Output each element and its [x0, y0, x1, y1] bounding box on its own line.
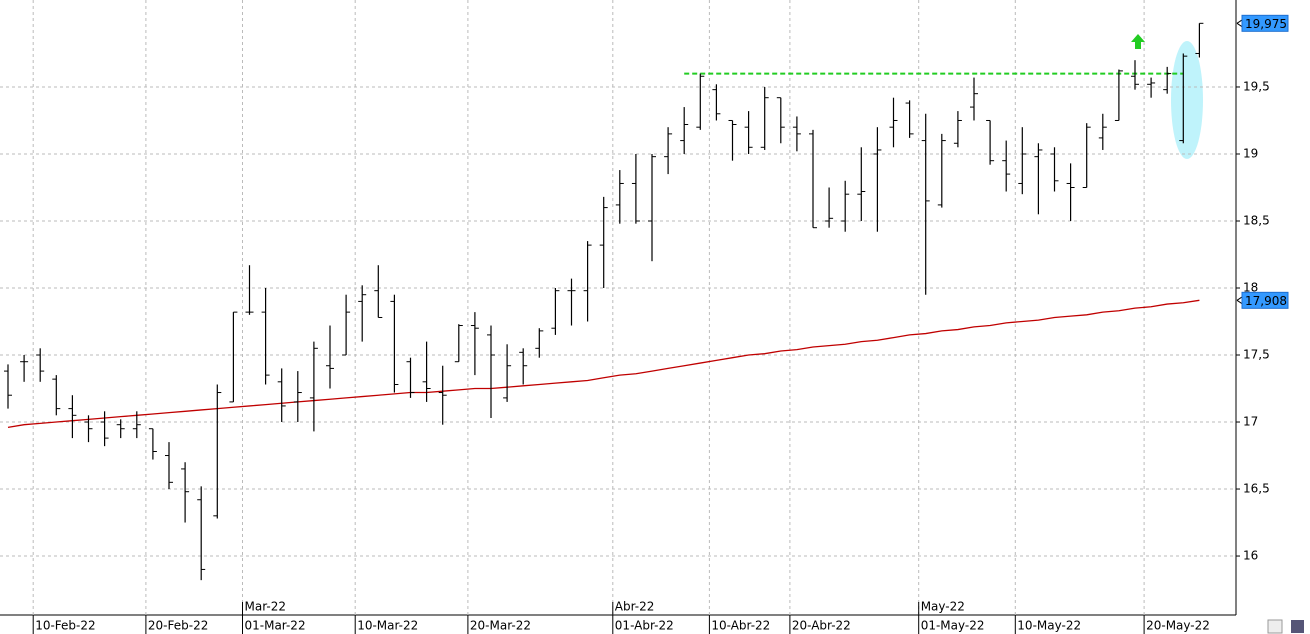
save-icon[interactable]: [1291, 620, 1304, 633]
price-box: [1241, 291, 1289, 309]
moving-average: [7, 299, 1200, 429]
price-label: 17,908: [1245, 294, 1287, 308]
y-tick-label: 18,5: [1243, 213, 1270, 227]
y-tick-label: 19: [1243, 146, 1258, 160]
x-tick-label: 01-May-22: [921, 619, 985, 633]
y-tick-label: 19,5: [1243, 79, 1270, 93]
y-tick-label: 16,5: [1243, 482, 1270, 496]
x-tick-label: 20-Abr-22: [792, 619, 851, 633]
month-label: Abr-22: [615, 600, 655, 614]
x-tick-label: 10-Abr-22: [711, 619, 770, 633]
price-label: 19,975: [1245, 17, 1287, 31]
price-box: [1241, 14, 1289, 32]
y-tick-label: 17: [1243, 415, 1258, 429]
up-arrow: [1131, 34, 1145, 49]
y-tick-label: 16: [1243, 549, 1258, 563]
y-tick-label: 18: [1243, 281, 1258, 295]
highlight-ellipse: [1171, 41, 1203, 159]
y-tick-label: 17,5: [1243, 348, 1270, 362]
x-tick-label: 20-Mar-22: [470, 619, 531, 633]
icon[interactable]: [1267, 619, 1283, 634]
x-tick-label: 01-Mar-22: [245, 619, 306, 633]
x-tick-label: 20-Feb-22: [148, 619, 208, 633]
month-label: Mar-22: [245, 600, 286, 614]
x-tick-label: 10-May-22: [1017, 619, 1081, 633]
x-tick-label: 10-Feb-22: [35, 619, 95, 633]
x-tick-label: 01-Abr-22: [615, 619, 674, 633]
month-label: May-22: [921, 600, 965, 614]
x-tick-label: 10-Mar-22: [357, 619, 418, 633]
x-tick-label: 20-May-22: [1146, 619, 1210, 633]
